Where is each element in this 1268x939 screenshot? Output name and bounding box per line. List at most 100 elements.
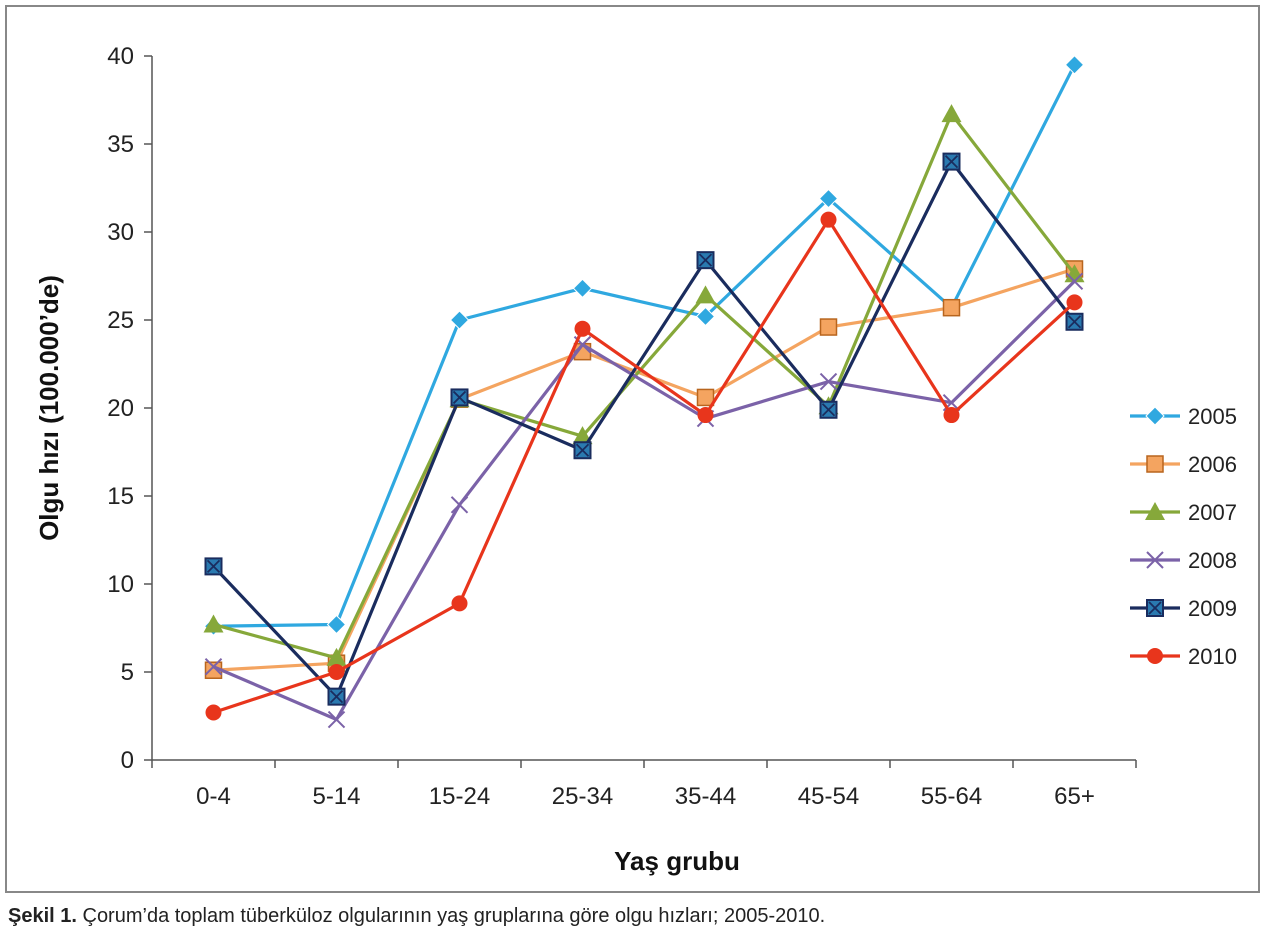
y-tick-label: 15 (107, 483, 134, 510)
circle-marker (820, 211, 837, 228)
triangle-marker (203, 614, 224, 633)
data-point-2010-25-34 (574, 320, 591, 337)
data-point-2010-45-54 (820, 211, 837, 228)
diamond-marker (326, 614, 347, 635)
series-line-2008 (212, 280, 1076, 722)
y-tick-label: 0 (121, 747, 134, 774)
series-2010 (205, 211, 1083, 721)
data-point-2010-15-24 (451, 595, 468, 612)
square-x-cross (1148, 601, 1162, 615)
data-point-2009-35-44 (696, 251, 715, 270)
x-marker-stroke (327, 710, 346, 729)
circle-marker (1066, 294, 1083, 311)
data-point-2007-5-14 (326, 647, 347, 666)
series-line-2009 (212, 160, 1076, 699)
y-tick-label: 25 (107, 307, 134, 334)
square-x-cross (575, 443, 590, 457)
x-marker-stroke (450, 496, 469, 514)
y-tick-label: 10 (107, 571, 134, 598)
data-point-2007-0-4 (203, 614, 224, 633)
data-point-2009-45-54 (819, 400, 838, 419)
data-point-2009-0-4 (204, 557, 223, 576)
data-point-2008-65+ (1065, 272, 1084, 290)
data-point-2010-0-4 (205, 704, 222, 721)
data-point-2009-65+ (1065, 312, 1084, 331)
x-tick-label: 65+ (1054, 783, 1095, 810)
data-point-2005-45-54 (818, 188, 839, 209)
y-tick-label: 30 (107, 219, 134, 246)
series-2009 (204, 152, 1084, 706)
x-marker-stroke (204, 658, 223, 676)
x-tick-label: 45-54 (798, 783, 859, 810)
line-chart: 0 5 10 15 20 25 30 35 40 0-4 5-14 15-24 25-34 35-44 4… (34, 43, 1237, 876)
circle-marker (328, 664, 345, 680)
data-point-2009-25-34 (573, 441, 592, 460)
legend-item-2008: 2008 (1130, 548, 1237, 573)
data-point-2009-5-14 (327, 687, 346, 706)
series-line-2006 (213, 267, 1075, 672)
data-point-2008-5-14 (327, 710, 346, 729)
square-x-cross (1067, 315, 1082, 329)
x-marker-stroke (819, 372, 838, 391)
legend-marker (1145, 502, 1165, 520)
data-point-2005-15-24 (449, 310, 470, 330)
data-point-2006-35-44 (696, 388, 715, 407)
figure-frame (5, 5, 1260, 893)
x-axis-title: Yaş grubu (614, 846, 740, 876)
x-tick-labels: 0-4 5-14 15-24 25-34 35-44 45-54 55-64 65+ (196, 783, 1095, 810)
series-line-2005 (213, 64, 1076, 628)
x-tick-label: 15-24 (429, 783, 490, 810)
legend: 2005 2006 2007 2008 2009 2010 (1130, 404, 1237, 669)
series-2005 (203, 55, 1085, 636)
data-point-2010-65+ (1066, 294, 1083, 311)
figure-caption: Şekil 1. Çorum’da toplam tüberküloz olgu… (8, 905, 825, 928)
data-point-2005-25-34 (572, 278, 593, 299)
legend-label: 2010 (1188, 644, 1237, 669)
y-tick-label: 35 (107, 131, 134, 158)
square-x-cross (206, 559, 221, 574)
square-x-cross (452, 390, 467, 405)
circle-marker (205, 704, 222, 721)
diamond-marker (1064, 55, 1085, 75)
triangle-marker (1064, 264, 1085, 283)
legend-label: 2006 (1188, 452, 1237, 477)
series-lines (203, 55, 1085, 729)
data-point-2010-55-64 (943, 407, 960, 424)
x-tick-label: 0-4 (196, 783, 231, 810)
x-tick-label: 25-34 (552, 783, 613, 810)
square-marker (1146, 455, 1164, 473)
data-point-2008-45-54 (819, 372, 838, 391)
y-tick-label: 20 (107, 395, 134, 422)
x-tick-label: 35-44 (675, 783, 736, 810)
square-marker (696, 388, 715, 407)
diamond-marker (449, 310, 470, 330)
data-point-2010-5-14 (328, 664, 345, 680)
series-line-2007 (213, 112, 1076, 660)
circle-marker (697, 407, 714, 424)
y-axis-title: Olgu hızı (100.000’de) (34, 275, 64, 541)
legend-marker (1146, 551, 1164, 569)
x-tick-label: 55-64 (921, 783, 982, 810)
data-point-2007-35-44 (695, 285, 716, 304)
data-point-2009-55-64 (942, 152, 961, 171)
legend-item-2007: 2007 (1130, 500, 1237, 525)
data-point-2010-35-44 (697, 407, 714, 424)
legend-marker (1146, 599, 1164, 617)
legend-item-2006: 2006 (1130, 452, 1237, 477)
square-x-cross (329, 690, 344, 704)
circle-marker (574, 320, 591, 337)
legend-marker (1147, 648, 1163, 664)
diamond-marker (572, 278, 593, 299)
triangle-marker (695, 285, 716, 304)
legend-item-2010: 2010 (1130, 644, 1237, 669)
legend-item-2009: 2009 (1130, 596, 1237, 621)
triangle-marker (326, 647, 347, 666)
caption-label: Şekil 1. (8, 905, 77, 927)
circle-marker (943, 407, 960, 424)
data-point-2009-15-24 (450, 388, 469, 407)
square-x-cross (944, 154, 959, 169)
chart-axes (144, 55, 1137, 768)
caption-text: Çorum’da toplam tüberküloz olgularının y… (76, 905, 826, 927)
triangle-marker (1145, 502, 1165, 520)
data-point-2008-15-24 (450, 496, 469, 514)
